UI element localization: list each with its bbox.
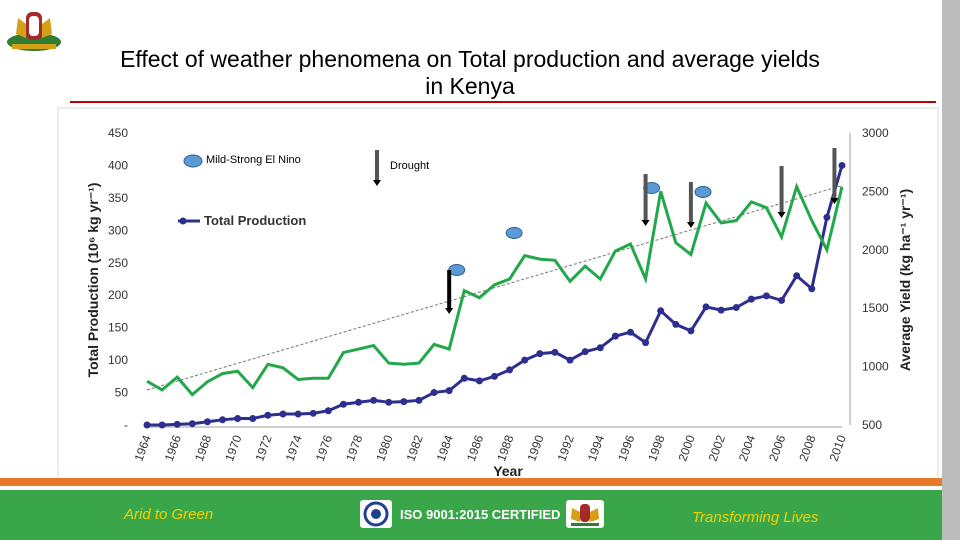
yield-line xyxy=(146,182,844,397)
production-point xyxy=(415,396,423,404)
legend-production-label: Total Production xyxy=(204,213,306,228)
slide-title: Effect of weather phenomena on Total pro… xyxy=(0,46,940,100)
production-point xyxy=(385,398,393,406)
x-axis-label: Year xyxy=(493,463,523,478)
production-point xyxy=(309,409,317,417)
right-y-tick-label: 2500 xyxy=(862,184,889,198)
production-point xyxy=(687,327,695,335)
production-point xyxy=(234,415,242,423)
production-point xyxy=(778,296,786,304)
production-point xyxy=(702,303,710,311)
production-point xyxy=(370,396,378,404)
plot-frame xyxy=(57,107,939,478)
production-point xyxy=(672,320,680,328)
production-point xyxy=(475,377,483,385)
right-edge-bar xyxy=(942,0,960,540)
production-point xyxy=(793,272,801,280)
left-y-tick-label: 350 xyxy=(108,191,128,205)
production-point xyxy=(460,374,468,382)
drought-arrow-head xyxy=(445,308,454,314)
drought-arrow-head xyxy=(686,222,695,228)
left-y-tick-label: 200 xyxy=(108,288,128,302)
drought-arrow-head xyxy=(777,212,786,218)
production-point xyxy=(838,161,846,169)
production-point xyxy=(400,398,408,406)
production-point xyxy=(430,389,438,397)
production-point xyxy=(324,407,332,415)
legend-el-nino-label: Mild-Strong El Nino xyxy=(206,154,301,166)
right-y-axis-label: Average Yield (kg ha⁻¹ yr⁻¹) xyxy=(897,189,913,371)
left-y-tick-label: 450 xyxy=(108,126,128,140)
production-point xyxy=(521,356,529,364)
production-point xyxy=(355,398,363,406)
production-point xyxy=(219,416,227,424)
production-point xyxy=(551,348,559,356)
title-underline xyxy=(70,101,936,103)
production-point xyxy=(339,400,347,408)
title-line-2: in Kenya xyxy=(425,73,515,99)
production-point xyxy=(626,328,634,336)
production-point xyxy=(173,420,181,428)
production-point xyxy=(611,332,619,340)
production-point xyxy=(808,285,816,293)
production-point xyxy=(249,415,257,423)
footer-slogan-right: Transforming Lives xyxy=(692,509,819,526)
right-y-tick-label: 1000 xyxy=(862,360,889,374)
production-point xyxy=(188,420,196,428)
production-point xyxy=(203,418,211,426)
left-y-tick-label: - xyxy=(124,418,128,432)
left-y-tick-label: 150 xyxy=(108,321,128,335)
left-y-tick-label: 400 xyxy=(108,158,128,172)
production-point xyxy=(294,410,302,418)
production-point xyxy=(642,339,650,347)
left-y-tick-label: 100 xyxy=(108,353,128,367)
footer-orange-stripe xyxy=(0,478,942,486)
legend-production-marker xyxy=(179,217,187,225)
left-y-tick-label: 50 xyxy=(115,386,129,400)
production-point xyxy=(657,307,665,315)
production-point xyxy=(143,421,151,429)
right-y-tick-label: 500 xyxy=(862,418,882,432)
legend-drought-label: Drought xyxy=(390,160,429,172)
el-nino-marker xyxy=(694,186,712,198)
production-point xyxy=(264,411,272,419)
footer-slogan-left: Arid to Green xyxy=(124,506,214,523)
footer-white-stripe xyxy=(0,486,942,490)
title-line-1: Effect of weather phenomena on Total pro… xyxy=(120,46,820,72)
footer-crest-icon xyxy=(566,500,604,528)
legend-el-nino-symbol xyxy=(183,154,203,168)
production-point xyxy=(823,213,831,221)
right-y-tick-label: 2000 xyxy=(862,243,889,257)
kenya-crest-logo xyxy=(7,12,61,51)
left-y-tick-label: 300 xyxy=(108,223,128,237)
iso-cert-icon xyxy=(360,500,392,528)
left-y-tick-label: 250 xyxy=(108,256,128,270)
drought-arrow-head xyxy=(641,220,650,226)
production-yield-chart: - 50 100 150 200 250 300 350 400 450 500 1000 1500 20… xyxy=(57,107,939,478)
production-point xyxy=(581,348,589,356)
legend-drought-head xyxy=(373,180,381,186)
production-point xyxy=(536,350,544,358)
production-point xyxy=(566,356,574,364)
footer-iso-certified: ISO 9001:2015 CERTIFIED xyxy=(400,507,561,522)
production-point xyxy=(491,372,498,380)
right-y-tick-label: 3000 xyxy=(862,126,889,140)
production-point xyxy=(717,306,725,314)
production-point xyxy=(279,410,287,418)
production-point xyxy=(445,387,453,395)
production-point xyxy=(506,366,514,374)
drought-arrow-head xyxy=(830,198,839,204)
trendline xyxy=(146,185,843,391)
production-point xyxy=(732,304,740,312)
production-point xyxy=(762,292,770,300)
production-point xyxy=(596,344,604,352)
el-nino-marker xyxy=(505,227,523,239)
production-point xyxy=(158,421,166,429)
left-y-axis-label: Total Production (10⁶ kg yr⁻¹) xyxy=(85,183,101,378)
footer-bar xyxy=(0,490,942,540)
right-y-tick-label: 1500 xyxy=(862,301,889,315)
production-point xyxy=(747,295,755,303)
